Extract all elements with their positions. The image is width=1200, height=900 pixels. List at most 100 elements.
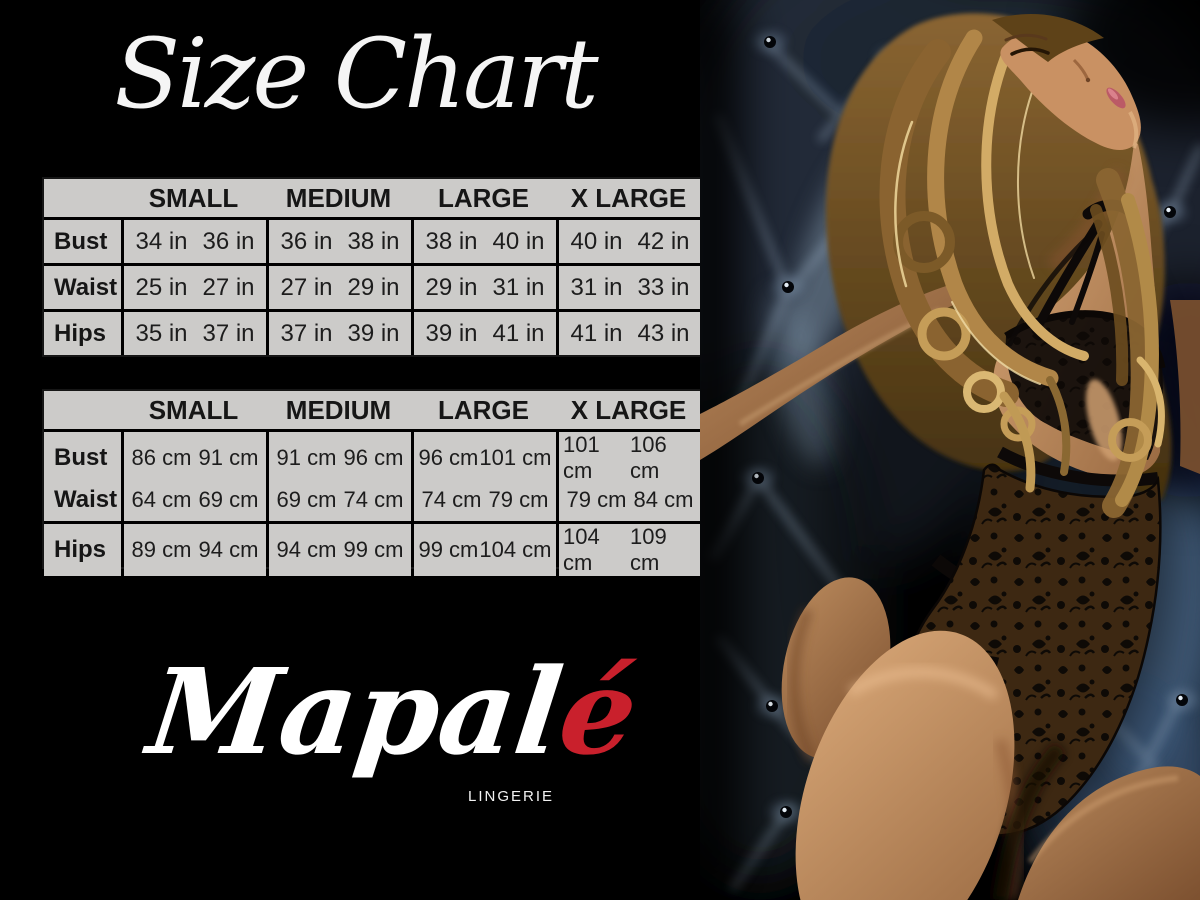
measure-value: 29 in	[425, 273, 478, 301]
cell-waist-xlarge: 31 in 33 in	[559, 266, 701, 309]
measure-value: 79 cm	[566, 486, 627, 512]
measure-value: 104 cm	[563, 524, 600, 575]
measure-value: 36 in	[202, 227, 255, 255]
measure-value: 35 in	[135, 319, 188, 347]
measure-value: 89 cm	[131, 537, 192, 562]
cell-waist-large: 29 in 31 in	[414, 266, 556, 309]
cell-bust-medium: 36 in 38 in	[269, 220, 411, 263]
measure-value: 96 cm	[418, 445, 479, 470]
measure-value: 39 in	[425, 319, 478, 347]
size-header-medium: MEDIUM	[285, 394, 392, 425]
table-row-bust: Bust 34 in 36 in 36 in 38 in 38 in 40 in…	[44, 220, 701, 263]
measure-value: 101 cm	[479, 445, 552, 470]
measure-value: 37 in	[280, 319, 333, 347]
measure-value: 37 in	[202, 319, 255, 347]
model-figure	[700, 13, 1200, 900]
measure-value: 96 cm	[343, 445, 404, 470]
size-header-xlarge: X LARGE	[570, 182, 687, 213]
measure-value: 29 in	[347, 273, 400, 301]
row-label-hips: Hips	[44, 524, 121, 576]
cell-bust-medium: 91 cm 96 cm	[269, 432, 411, 484]
cell-bust-large: 96 cm 101 cm	[414, 432, 556, 484]
table-row-hips: Hips 35 in 37 in 37 in 39 in 39 in 41 in…	[44, 312, 701, 355]
cell-waist-xlarge: 79 cm 84 cm	[559, 478, 701, 521]
measure-value: 106 cm	[630, 432, 667, 483]
size-table-cm-header: SMALL MEDIUM LARGE X LARGE	[44, 391, 701, 429]
row-label-hips: Hips	[44, 312, 121, 355]
cell-waist-small: 64 cm 69 cm	[124, 478, 266, 521]
measure-value: 43 in	[637, 319, 690, 347]
measure-value: 42 in	[637, 227, 690, 255]
page-title: Size Chart	[114, 18, 598, 130]
measure-value: 109 cm	[630, 524, 667, 575]
measure-value: 74 cm	[421, 486, 482, 512]
measure-value: 33 in	[637, 273, 690, 301]
brand-name-main: Mapal	[141, 642, 570, 781]
size-header-medium: MEDIUM	[285, 182, 392, 213]
model-photo-illustration	[700, 0, 1200, 900]
table-row-hips: Hips 89 cm 94 cm 94 cm 99 cm 99 cm 104 c…	[44, 524, 701, 576]
measure-value: 104 cm	[479, 537, 552, 562]
brand-name: Mapalé	[142, 642, 645, 781]
measure-value: 34 in	[135, 227, 188, 255]
cell-bust-small: 34 in 36 in	[124, 220, 266, 263]
measure-value: 40 in	[570, 227, 623, 255]
brand-logo: Mapalé LINGERIE	[142, 642, 645, 825]
row-label-waist: Waist	[44, 478, 121, 521]
cell-hips-medium: 37 in 39 in	[269, 312, 411, 355]
row-label-bust: Bust	[44, 220, 121, 263]
cell-bust-xlarge: 101 cm 106 cm	[559, 432, 701, 484]
measure-value: 91 cm	[276, 445, 337, 470]
measure-value: 99 cm	[343, 537, 404, 562]
measure-value: 86 cm	[131, 445, 192, 470]
brand-name-accent: é	[552, 642, 645, 781]
measure-value: 79 cm	[488, 486, 549, 512]
cell-hips-large: 39 in 41 in	[414, 312, 556, 355]
size-table-cm: SMALL MEDIUM LARGE X LARGE Bust 86 cm 91…	[42, 389, 703, 576]
size-table-inches-header: SMALL MEDIUM LARGE X LARGE	[44, 179, 701, 217]
cell-bust-xlarge: 40 in 42 in	[559, 220, 701, 263]
cell-waist-medium: 69 cm 74 cm	[269, 478, 411, 521]
measure-value: 27 in	[280, 273, 333, 301]
measure-value: 94 cm	[276, 537, 337, 562]
cell-hips-xlarge: 104 cm 109 cm	[559, 524, 701, 576]
cell-bust-small: 86 cm 91 cm	[124, 432, 266, 484]
cell-bust-large: 38 in 40 in	[414, 220, 556, 263]
measure-value: 64 cm	[131, 486, 192, 512]
measure-value: 84 cm	[633, 486, 694, 512]
measure-value: 36 in	[280, 227, 333, 255]
table-row-waist: Waist 25 in 27 in 27 in 29 in 29 in 31 i…	[44, 266, 701, 309]
size-header-large: LARGE	[438, 182, 529, 213]
measure-value: 91 cm	[198, 445, 259, 470]
measure-value: 38 in	[347, 227, 400, 255]
measure-value: 39 in	[347, 319, 400, 347]
measure-value: 101 cm	[563, 432, 600, 483]
measure-value: 41 in	[492, 319, 545, 347]
size-header-small: SMALL	[148, 182, 239, 213]
measure-value: 69 cm	[276, 486, 337, 512]
row-label-waist: Waist	[44, 266, 121, 309]
measure-value: 31 in	[492, 273, 545, 301]
measure-value: 38 in	[425, 227, 478, 255]
measure-value: 69 cm	[198, 486, 259, 512]
measure-value: 40 in	[492, 227, 545, 255]
model-photo	[700, 0, 1200, 900]
measure-value: 99 cm	[418, 537, 479, 562]
table-row-bust: Bust 86 cm 91 cm 91 cm 96 cm 96 cm 101 c…	[44, 432, 701, 484]
cell-waist-large: 74 cm 79 cm	[414, 478, 556, 521]
measure-value: 74 cm	[343, 486, 404, 512]
row-label-bust: Bust	[44, 432, 121, 484]
measure-value: 27 in	[202, 273, 255, 301]
cell-hips-large: 99 cm 104 cm	[414, 524, 556, 576]
measure-value: 25 in	[135, 273, 188, 301]
size-header-large: LARGE	[438, 394, 529, 425]
brand-lingerie-label: LINGERIE	[468, 788, 555, 805]
cell-hips-medium: 94 cm 99 cm	[269, 524, 411, 576]
size-header-xlarge: X LARGE	[570, 394, 687, 425]
size-chart-panel: Size Chart SMALL MEDIUM LARGE X LARGE Bu…	[42, 18, 703, 825]
cell-waist-small: 25 in 27 in	[124, 266, 266, 309]
size-header-small: SMALL	[148, 394, 239, 425]
cell-hips-small: 35 in 37 in	[124, 312, 266, 355]
measure-value: 41 in	[570, 319, 623, 347]
table-row-waist: Waist 64 cm 69 cm 69 cm 74 cm 74 cm 79 c…	[44, 478, 701, 521]
